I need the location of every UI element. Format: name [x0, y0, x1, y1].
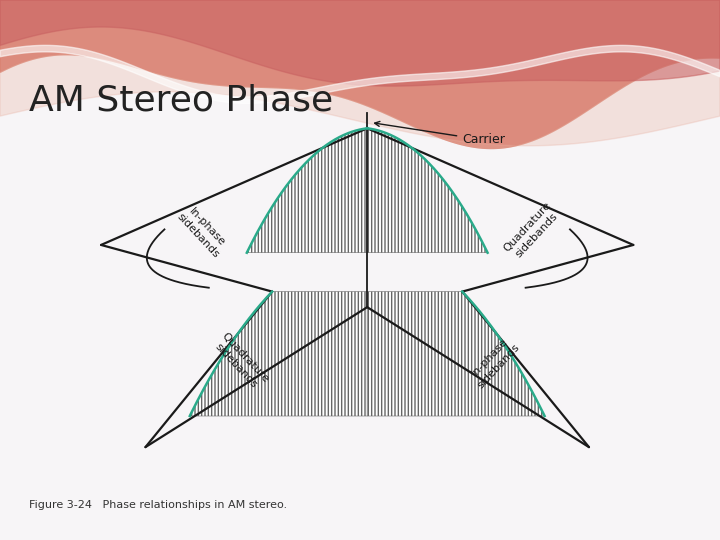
Polygon shape: [190, 292, 367, 416]
Text: Figure 3-24   Phase relationships in AM stereo.: Figure 3-24 Phase relationships in AM st…: [29, 500, 287, 510]
Text: Quadrature
sidebands: Quadrature sidebands: [502, 200, 562, 262]
Text: In-phase
sidebands: In-phase sidebands: [467, 333, 521, 390]
Polygon shape: [247, 129, 367, 253]
Text: Quadrature
sidebands: Quadrature sidebands: [210, 330, 271, 393]
Text: AM Stereo Phase: AM Stereo Phase: [29, 84, 333, 118]
Polygon shape: [367, 292, 544, 416]
Polygon shape: [367, 129, 487, 253]
Text: In-phase
sidebands: In-phase sidebands: [175, 203, 230, 260]
Text: Carrier: Carrier: [374, 122, 505, 146]
